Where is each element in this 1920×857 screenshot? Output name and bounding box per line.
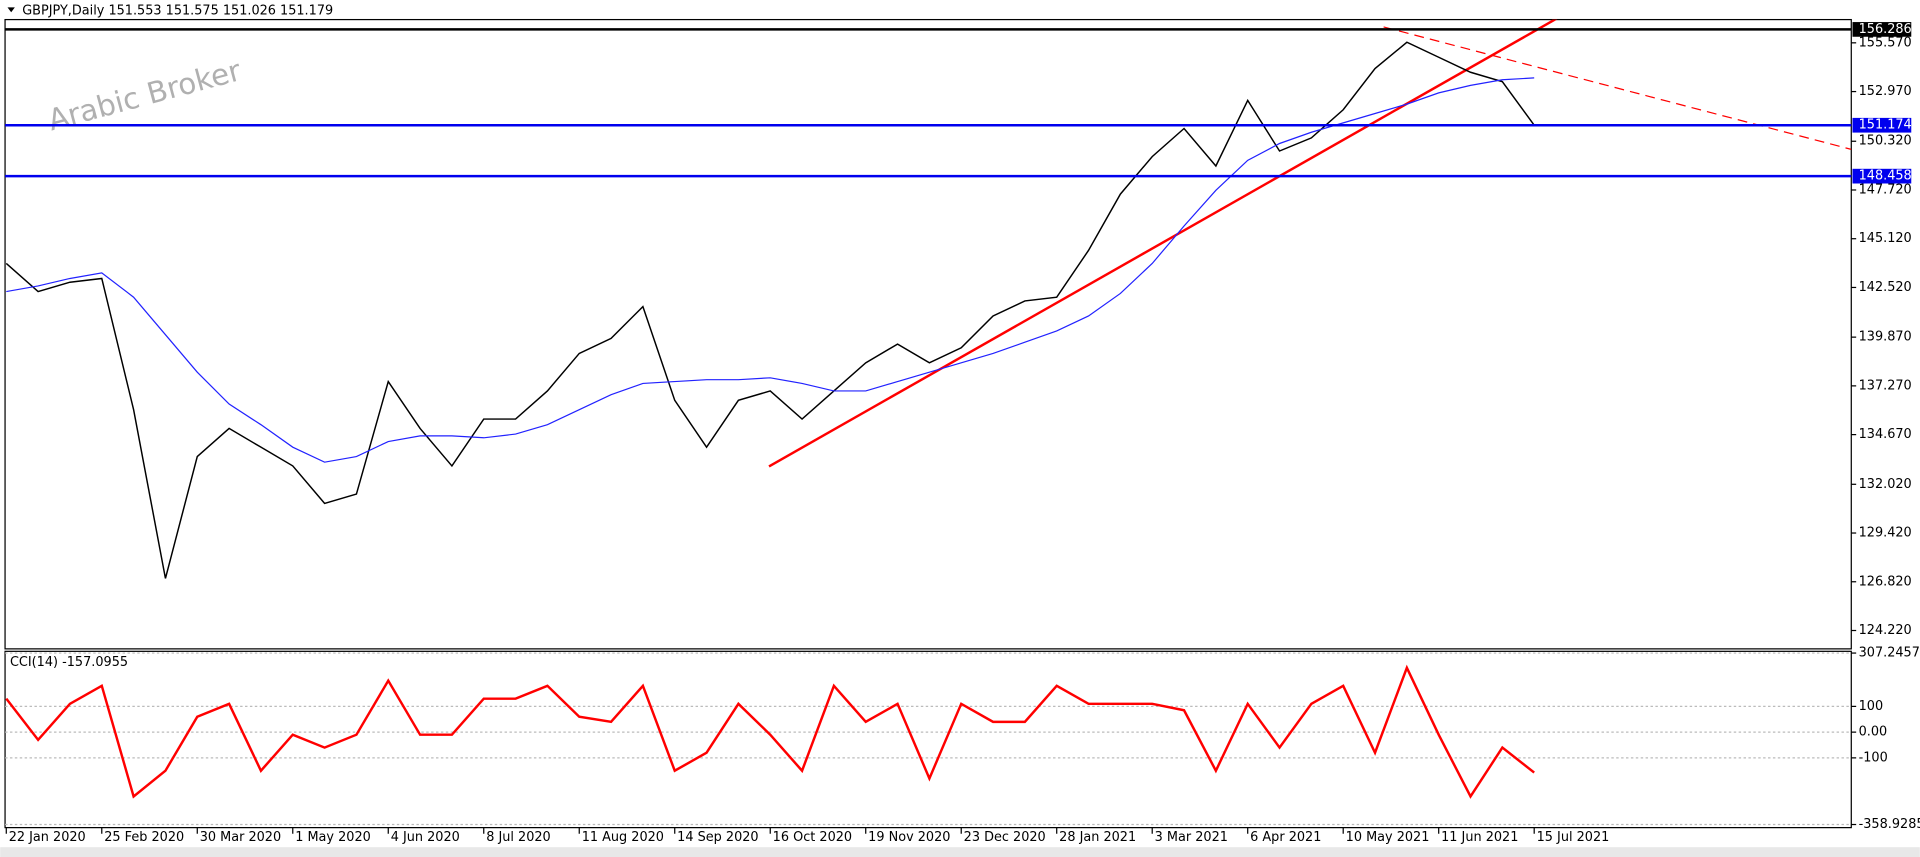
menu-arrow[interactable] xyxy=(7,7,15,13)
y-tick-label: 124.220 xyxy=(1859,623,1912,638)
x-tick-label: 19 Nov 2020 xyxy=(868,830,950,845)
y-tick-label: 155.570 xyxy=(1859,35,1912,50)
x-tick-label: 11 Aug 2020 xyxy=(582,830,664,845)
main-plot xyxy=(5,19,1852,579)
y-tick-label: 132.020 xyxy=(1859,477,1912,492)
level-label-box xyxy=(1852,117,1912,133)
level-label: 148.458 xyxy=(1859,169,1912,184)
x-tick-label: 4 Jun 2020 xyxy=(391,830,460,845)
y-tick-label: -100 xyxy=(1859,750,1888,765)
main-panel xyxy=(4,18,1852,650)
x-tick-label: 28 Jan 2021 xyxy=(1059,830,1136,845)
y-tick-label: 100 xyxy=(1859,699,1884,714)
level-label: 151.174 xyxy=(1859,118,1912,133)
level-label-box xyxy=(1852,168,1912,184)
y-tick-label: 126.820 xyxy=(1859,574,1912,589)
x-tick-label: 6 Apr 2021 xyxy=(1250,830,1321,845)
series-line xyxy=(5,41,1535,579)
indicator-title: CCI(14) -157.0955 xyxy=(10,655,128,670)
y-tick-label: -358.9285 xyxy=(1859,817,1920,832)
trend-line xyxy=(768,19,1558,468)
cci-panel xyxy=(4,650,1852,829)
y-tick-label: 129.420 xyxy=(1859,526,1912,541)
y-tick-label: 145.120 xyxy=(1859,231,1912,246)
x-tick-label: 30 Mar 2020 xyxy=(200,830,281,845)
x-tick-label: 3 Mar 2021 xyxy=(1155,830,1228,845)
y-tick-label: 139.870 xyxy=(1859,330,1912,345)
level-label: 156.286 xyxy=(1859,22,1912,37)
x-tick-label: 15 Jul 2021 xyxy=(1537,830,1610,845)
series-line xyxy=(5,664,1535,799)
tab-bar xyxy=(0,847,1920,857)
y-tick-label: 134.670 xyxy=(1859,427,1912,442)
y-tick-label: 307.2457 xyxy=(1859,646,1920,661)
y-tick-label: 0.00 xyxy=(1859,725,1888,740)
x-tick-label: 22 Jan 2020 xyxy=(9,830,86,845)
x-tick-label: 10 May 2021 xyxy=(1346,830,1430,845)
x-tick-label: 8 Jul 2020 xyxy=(486,830,551,845)
x-tick-label: 25 Feb 2020 xyxy=(104,830,184,845)
y-tick-label: 152.970 xyxy=(1859,84,1912,99)
x-tick-label: 23 Dec 2020 xyxy=(964,830,1046,845)
x-tick-label: 1 May 2020 xyxy=(295,830,371,845)
y-tick-label: 137.270 xyxy=(1859,378,1912,393)
x-tick-label: 11 Jun 2021 xyxy=(1441,830,1518,845)
y-tick-label: 142.520 xyxy=(1859,280,1912,295)
trend-line-dashed xyxy=(1383,26,1852,150)
level-label-box xyxy=(1852,22,1912,37)
y-tick-label: 150.320 xyxy=(1859,134,1912,149)
series-line xyxy=(6,77,1535,463)
y-tick-label: 147.720 xyxy=(1859,182,1912,197)
x-tick-label: 14 Sep 2020 xyxy=(677,830,758,845)
x-tick-label: 16 Oct 2020 xyxy=(773,830,852,845)
chart-title: GBPJPY,Daily 151.553 151.575 151.026 151… xyxy=(22,4,333,19)
